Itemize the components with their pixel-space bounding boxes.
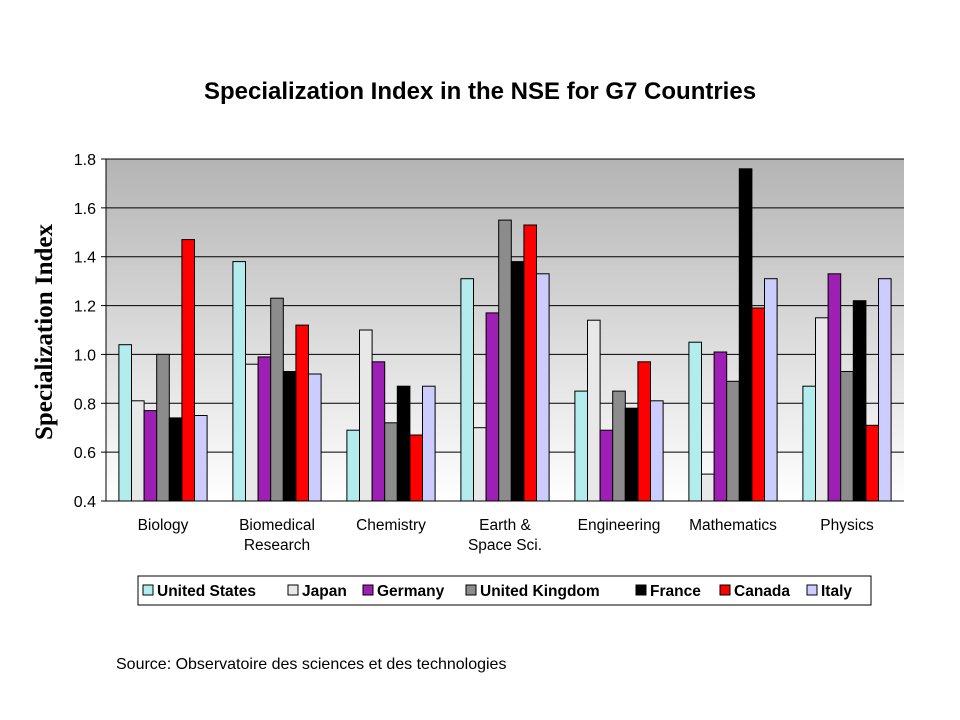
bar: Italy: 1.31 xyxy=(764,278,778,502)
x-tick-label: Mathematics xyxy=(689,517,777,534)
x-tick-label: Biomedical xyxy=(239,517,315,534)
bar: France: 1.38 xyxy=(510,261,525,502)
bar: Japan: 0.96 xyxy=(245,363,259,502)
bar: France: 0.78 xyxy=(624,407,639,502)
y-tick-label: 1.2 xyxy=(74,299,96,316)
x-tick-label: Biology xyxy=(138,517,189,534)
bar: Italy: 0.92 xyxy=(308,373,322,502)
legend-label: United Kingdom xyxy=(480,583,600,600)
bar: Canada: 1.19 xyxy=(751,307,766,502)
x-tick-label: Chemistry xyxy=(356,517,426,534)
bar: France: 0.87 xyxy=(396,385,411,502)
y-tick-label: 1.8 xyxy=(74,152,96,169)
y-tick-label: 1.4 xyxy=(74,250,96,267)
bar: Germany: 1.33 xyxy=(827,273,842,502)
bar: Italy: 0.81 xyxy=(650,400,664,502)
x-tick-label: Physics xyxy=(820,517,874,534)
bar: Italy: 1.31 xyxy=(878,278,892,502)
bar: Japan: 0.81 xyxy=(131,400,145,502)
bar: United Kingdom: 0.72 xyxy=(384,422,398,502)
bar: Italy: 0.75 xyxy=(194,415,208,502)
bar: France: 0.93 xyxy=(282,371,297,502)
y-axis-label: Specialization Index xyxy=(31,224,58,440)
bar: Germany: 1.01 xyxy=(713,351,728,502)
legend-swatch xyxy=(465,584,477,596)
bar: Italy: 0.87 xyxy=(422,385,436,502)
bar: Germany: 0.99 xyxy=(257,356,272,502)
bar: Canada: 1.53 xyxy=(523,224,538,502)
bar: United States: 0.85 xyxy=(574,390,589,502)
legend-swatch xyxy=(287,584,299,596)
bar: Germany: 0.69 xyxy=(599,429,614,502)
x-tick-label: Research xyxy=(244,537,310,554)
bar: United Kingdom: 0.93 xyxy=(840,371,854,502)
legend-label: United States xyxy=(157,583,256,600)
legend-label: Canada xyxy=(734,583,790,600)
chart-title: Specialization Index in the NSE for G7 C… xyxy=(203,78,757,105)
legend-swatch xyxy=(806,584,818,596)
y-tick-label: 0.8 xyxy=(74,396,96,413)
legend-label: Japan xyxy=(302,583,347,600)
bar: United States: 1.05 xyxy=(688,341,703,502)
bar: Japan: 1.14 xyxy=(587,319,601,502)
bar: Germany: 0.97 xyxy=(371,361,386,502)
y-tick-label: 0.6 xyxy=(74,445,96,462)
bar: Canada: 0.71 xyxy=(865,424,880,502)
bar: Japan: 0.7 xyxy=(473,427,487,502)
bar: United Kingdom: 1.23 xyxy=(270,297,284,502)
x-tick-label: Engineering xyxy=(578,517,661,534)
bar: United States: 1.38 xyxy=(232,261,246,502)
legend-swatch xyxy=(635,584,647,596)
bar: Japan: 0.51 xyxy=(701,473,715,502)
bar: United Kingdom: 0.89 xyxy=(726,380,740,502)
bar: Italy: 1.33 xyxy=(536,273,550,502)
legend-label: Italy xyxy=(821,583,852,600)
bar: Germany: 0.77 xyxy=(143,410,158,502)
bar: France: 1.76 xyxy=(738,168,753,502)
bar: France: 0.74 xyxy=(168,417,183,502)
bar: United States: 1.04 xyxy=(118,344,133,502)
x-tick-label: Earth & xyxy=(479,517,531,534)
bar: United Kingdom: 1.55 xyxy=(498,219,512,502)
bar: Canada: 1.47 xyxy=(181,239,195,502)
legend-label: Germany xyxy=(377,583,445,600)
legend-swatch xyxy=(142,584,154,596)
legend xyxy=(137,575,872,606)
x-tick-label: Space Sci. xyxy=(468,537,542,554)
source-note: Source: Observatoire des sciences et des… xyxy=(116,656,507,673)
bar: United Kingdom: 0.85 xyxy=(612,390,626,502)
bar: United States: 0.87 xyxy=(802,385,817,502)
bar: United States: 0.69 xyxy=(346,429,360,502)
y-tick-label: 1.6 xyxy=(74,201,96,218)
legend-swatch xyxy=(719,584,731,596)
legend-label: France xyxy=(650,583,701,600)
y-tick-label: 1.0 xyxy=(74,347,96,364)
bar: Germany: 1.17 xyxy=(485,312,500,502)
y-tick-label: 0.4 xyxy=(74,494,96,511)
legend-swatch xyxy=(362,584,374,596)
bar: United States: 1.31 xyxy=(460,278,474,502)
bar: Canada: 0.67 xyxy=(409,434,423,502)
bar: Japan: 1.1 xyxy=(359,329,373,502)
bar: Japan: 1.15 xyxy=(815,317,829,502)
bar: United Kingdom: 1 xyxy=(156,353,170,502)
bar: France: 1.22 xyxy=(852,300,867,502)
bar: Canada: 1.12 xyxy=(295,324,309,502)
bar: Canada: 0.97 xyxy=(637,361,652,502)
